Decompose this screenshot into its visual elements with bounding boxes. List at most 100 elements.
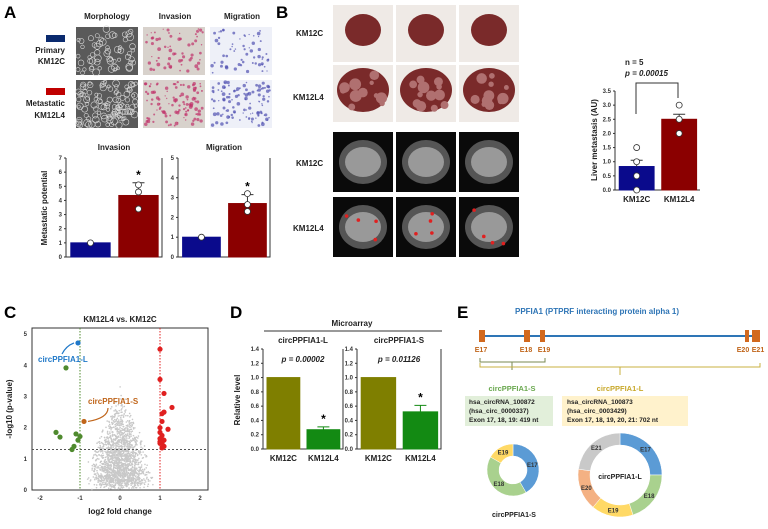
y-tick-label: 4 [24, 363, 28, 369]
gene-point [120, 455, 122, 458]
gene-point [130, 484, 133, 486]
cell [169, 45, 172, 48]
gene-point [122, 451, 125, 454]
cell [151, 55, 153, 58]
gene-point [112, 471, 115, 474]
tumor-nodule [433, 77, 443, 87]
x-tick-label: KM12C [270, 454, 297, 463]
cell [116, 111, 123, 119]
micrograph [210, 27, 272, 75]
gene-point [144, 479, 146, 482]
gene-point [132, 447, 134, 450]
cell [96, 93, 103, 99]
gene-point [106, 420, 108, 422]
gene-point [109, 458, 111, 461]
gene-point [119, 416, 122, 419]
gene-point [139, 486, 141, 489]
y-tick-label: 5 [59, 184, 63, 190]
cell [194, 64, 199, 69]
cell [237, 63, 241, 67]
gene-point [99, 467, 101, 469]
cell [261, 122, 265, 127]
gene-point [109, 469, 112, 471]
gene-point [129, 472, 131, 475]
gene-point [102, 483, 105, 486]
gene-point [112, 480, 114, 483]
significant-point [69, 446, 75, 453]
cell [168, 103, 170, 105]
gene-point [91, 469, 93, 471]
gene-point [113, 402, 115, 404]
gene-point [120, 398, 122, 400]
gene-point [107, 440, 110, 443]
gene-point [117, 463, 120, 465]
gene-point [108, 475, 110, 478]
gene-point [128, 457, 131, 460]
panel-label-e: E [457, 303, 468, 322]
cell [98, 102, 106, 110]
gene-point [119, 451, 121, 453]
gene-point [108, 443, 110, 446]
gene-point [91, 464, 94, 467]
p-value-label: p = 0.01126 [377, 355, 421, 364]
gene-point [119, 441, 121, 444]
gene-point [127, 456, 129, 459]
gene-point [99, 444, 101, 447]
cell [130, 82, 135, 87]
gene-point [137, 469, 139, 472]
gene-point [106, 480, 109, 483]
cell [200, 106, 204, 110]
gene-point [116, 431, 118, 433]
cell [186, 109, 190, 112]
gene-point [124, 398, 126, 400]
gene-point [100, 454, 103, 457]
significant-point [157, 376, 163, 383]
gene-point [120, 486, 123, 489]
cell [131, 83, 136, 88]
y-tick-label: 2.0 [603, 131, 612, 137]
gene-point [140, 483, 143, 485]
metastasis-marker [414, 231, 418, 236]
gene-point [92, 476, 95, 478]
cell [166, 90, 168, 93]
cell [161, 110, 166, 114]
cell [76, 102, 84, 110]
gene-point [96, 472, 99, 474]
gene-point [140, 464, 143, 466]
significance-star: * [245, 180, 250, 194]
cell [231, 43, 234, 46]
cell [251, 61, 254, 64]
micrograph [210, 80, 272, 128]
gene-point [124, 467, 127, 470]
y-tick-label: 6 [59, 170, 63, 176]
gene-point [120, 394, 122, 397]
gene-point [119, 429, 122, 432]
annotation-label: circPPFIA1-L [38, 355, 88, 364]
cell [105, 122, 110, 127]
gene-point [107, 454, 110, 457]
circ-l-info-box [562, 396, 688, 426]
specimen-image [333, 5, 393, 62]
cell [224, 66, 229, 70]
cell [231, 45, 233, 48]
gene-point [97, 467, 100, 469]
gene-point [105, 440, 108, 443]
annotated-point [81, 418, 87, 425]
data-point [135, 188, 142, 196]
gene-point [112, 459, 115, 462]
gene-point [134, 484, 137, 487]
gene-point [94, 468, 96, 470]
cell [195, 113, 198, 115]
p-value-label: p = 0.00015 [624, 69, 668, 78]
gene-point [114, 456, 116, 459]
exon-label: E21 [752, 347, 765, 354]
cell [169, 66, 173, 69]
cell [196, 100, 200, 104]
cell [252, 35, 255, 37]
y-tick-label: 1.2 [251, 361, 260, 367]
cell [166, 28, 170, 32]
gene-point [111, 483, 113, 486]
gene-point [128, 412, 131, 415]
panel-label-d: D [230, 303, 242, 322]
gene-point [138, 472, 141, 474]
